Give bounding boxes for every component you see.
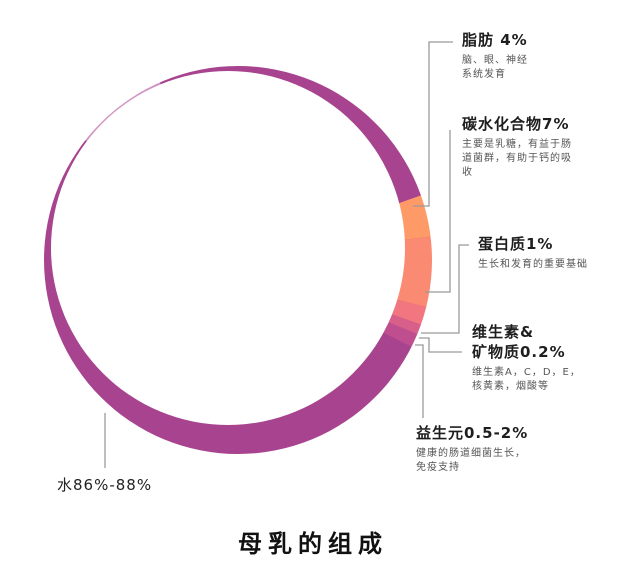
- label-fat-desc: 脑、眼、神经 系统发育: [462, 55, 528, 80]
- label-carbohydrate-desc: 主要是乳糖，有益于肠 道菌群，有助于钙的吸 收: [462, 139, 572, 178]
- connector-vitamins-minerals: [419, 337, 462, 353]
- segment-fat: [238, 178, 470, 260]
- label-probiotics-desc: 健康的肠道细菌生长， 免疫支持: [416, 448, 526, 473]
- label-vitamins-minerals-title: 维生素& 矿物质0.2%: [472, 323, 566, 361]
- label-carbohydrate: 碳水化合物7% 主要是乳糖，有益于肠 道菌群，有助于钙的吸 收: [462, 114, 572, 180]
- label-probiotics: 益生元0.5-2% 健康的肠道细菌生长， 免疫支持: [416, 423, 528, 475]
- segment-probiotics: [238, 260, 470, 376]
- label-fat-title: 脂肪 4%: [462, 31, 528, 49]
- label-protein-title: 蛋白质1%: [478, 235, 554, 253]
- label-carbohydrate-title: 碳水化合物7%: [462, 115, 570, 133]
- label-fat: 脂肪 4% 脑、眼、神经 系统发育: [462, 30, 528, 82]
- chart-title: 母乳的组成: [238, 530, 388, 558]
- connector-protein: [421, 244, 469, 334]
- segment-carbohydrate: [238, 232, 470, 318]
- segment-water-highlight: [60, 60, 238, 260]
- label-protein: 蛋白质1% 生长和发育的重要基础: [478, 234, 588, 272]
- connector-probiotics: [415, 344, 424, 418]
- label-protein-desc: 生长和发育的重要基础: [478, 259, 588, 270]
- connector-fat: [413, 41, 453, 207]
- label-water: 水86%-88%: [57, 476, 153, 494]
- label-probiotics-title: 益生元0.5-2%: [416, 424, 529, 442]
- connector-carbohydrate: [425, 130, 451, 293]
- label-vitamins-minerals: 维生素& 矿物质0.2% 维生素A，C，D，E， 核黄素，烟酸等: [472, 322, 581, 394]
- label-vitamins-minerals-desc: 维生素A，C，D，E， 核黄素，烟酸等: [472, 367, 581, 392]
